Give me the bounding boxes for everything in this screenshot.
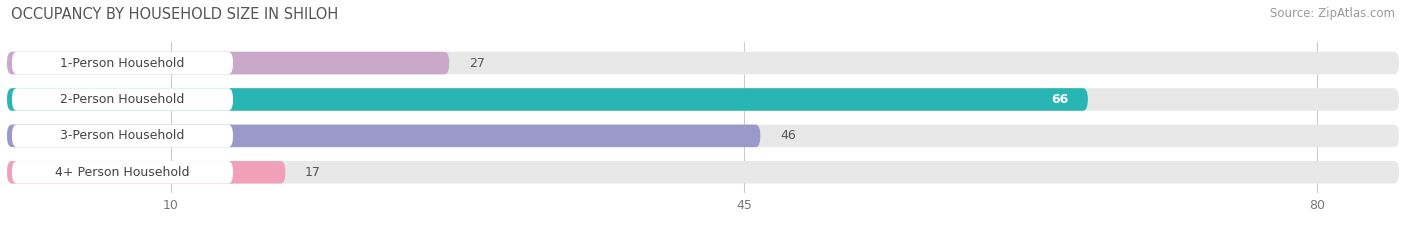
FancyBboxPatch shape: [7, 52, 449, 74]
Text: 17: 17: [305, 166, 321, 179]
Text: 1-Person Household: 1-Person Household: [60, 57, 184, 70]
FancyBboxPatch shape: [11, 161, 233, 184]
Text: 66: 66: [1050, 93, 1069, 106]
FancyBboxPatch shape: [7, 125, 1399, 147]
Text: 46: 46: [780, 129, 796, 142]
FancyBboxPatch shape: [7, 88, 1088, 111]
FancyBboxPatch shape: [11, 88, 233, 111]
FancyBboxPatch shape: [7, 88, 1399, 111]
FancyBboxPatch shape: [11, 125, 233, 147]
Text: 2-Person Household: 2-Person Household: [60, 93, 184, 106]
FancyBboxPatch shape: [7, 52, 1399, 74]
Text: 4+ Person Household: 4+ Person Household: [55, 166, 190, 179]
FancyBboxPatch shape: [7, 161, 285, 184]
FancyBboxPatch shape: [7, 125, 761, 147]
Text: 27: 27: [468, 57, 485, 70]
Text: OCCUPANCY BY HOUSEHOLD SIZE IN SHILOH: OCCUPANCY BY HOUSEHOLD SIZE IN SHILOH: [11, 7, 339, 22]
FancyBboxPatch shape: [11, 52, 233, 74]
Text: 3-Person Household: 3-Person Household: [60, 129, 184, 142]
Text: Source: ZipAtlas.com: Source: ZipAtlas.com: [1270, 7, 1395, 20]
FancyBboxPatch shape: [7, 161, 1399, 184]
